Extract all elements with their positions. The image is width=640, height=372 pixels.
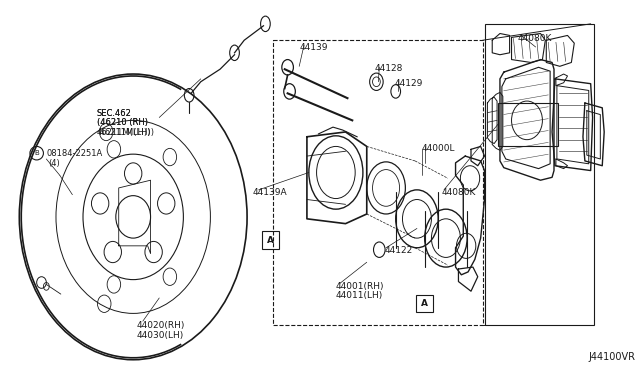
Text: SEC.462: SEC.462 — [97, 109, 131, 118]
Text: SEC.462: SEC.462 — [97, 109, 131, 118]
Text: B: B — [35, 150, 39, 156]
Text: 44129: 44129 — [395, 79, 423, 88]
Text: 44122: 44122 — [384, 246, 412, 255]
Text: 46211M(LH)): 46211M(LH)) — [97, 128, 154, 137]
Text: A: A — [421, 299, 428, 308]
Text: J44100VR: J44100VR — [589, 352, 636, 362]
Text: (46210 (RH): (46210 (RH) — [97, 118, 147, 128]
Text: 44139A: 44139A — [253, 188, 287, 197]
Text: 44080K: 44080K — [441, 188, 476, 197]
Text: 08184-2251A: 08184-2251A — [46, 149, 102, 158]
Bar — [498, 103, 558, 147]
Text: (46210 (RH): (46210 (RH) — [97, 118, 147, 128]
Text: 44128: 44128 — [374, 64, 403, 73]
Text: 46211M(LH)): 46211M(LH)) — [97, 128, 151, 137]
Text: 44139: 44139 — [299, 43, 328, 52]
Text: 44080K: 44080K — [517, 33, 552, 42]
Text: 44030(LH): 44030(LH) — [137, 331, 184, 340]
Bar — [484, 24, 593, 325]
Text: 44020(RH): 44020(RH) — [137, 321, 186, 330]
Text: 44000L: 44000L — [422, 144, 455, 154]
Text: 44011(LH): 44011(LH) — [336, 291, 383, 300]
Bar — [273, 40, 483, 325]
Text: 44001(RH): 44001(RH) — [336, 282, 385, 291]
Text: A: A — [267, 235, 274, 244]
Text: (4): (4) — [48, 159, 60, 168]
